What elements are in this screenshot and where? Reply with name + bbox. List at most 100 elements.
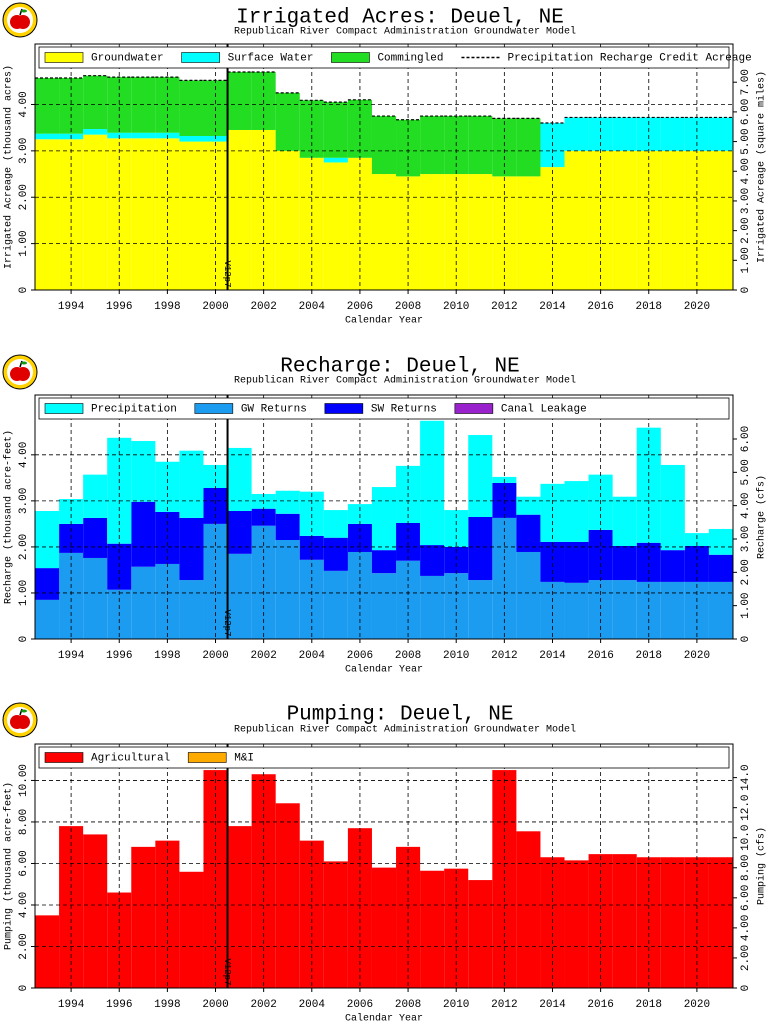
x-tick-label: 1996 (106, 999, 132, 1011)
legend-swatch (324, 403, 364, 414)
y2-tick-label: 2.00 (740, 559, 752, 585)
bar-segment (468, 435, 493, 517)
bar-segment (323, 537, 348, 571)
bar-segment (371, 174, 397, 290)
y2-tick-label: 14.0 (740, 764, 752, 790)
x-tick-label: 2016 (587, 650, 613, 662)
bar-segment (588, 580, 613, 639)
bar-segment (564, 150, 589, 290)
bar-segment (420, 420, 445, 546)
bar-segment (516, 176, 541, 290)
bar-segment (636, 581, 661, 639)
y2-tick-label: 6.00 (740, 426, 752, 452)
bar-segment (468, 580, 493, 639)
y-tick-label: 0 (18, 636, 30, 643)
y2-tick-label: 12.0 (740, 794, 752, 820)
bar-segment (299, 535, 324, 560)
bar-segment (660, 117, 685, 151)
bar-segment (564, 117, 589, 151)
y-tick-label: 2.00 (18, 184, 30, 210)
bar-segment (323, 570, 348, 639)
bar-segment (131, 138, 156, 290)
y2-tick-label: 0 (740, 287, 752, 294)
chart-subtitle: Republican River Compact Administration … (234, 375, 576, 387)
bar-segment (83, 134, 108, 290)
chart-title: Pumping: Deuel, NE (287, 704, 514, 727)
bar-segment (131, 566, 156, 639)
bar-segment (516, 496, 541, 515)
y-axis-label: Recharge (thousand acre-feet) (3, 430, 15, 604)
bar-segment (179, 517, 204, 581)
y-tick-label: 2.00 (18, 534, 30, 560)
y2-tick-label: 4.00 (740, 492, 752, 518)
x-tick-label: 2006 (347, 999, 373, 1011)
bar-segment (35, 568, 60, 600)
bar-segment (660, 581, 685, 639)
x-tick-label: 2016 (587, 301, 613, 313)
bar-segment (660, 550, 685, 582)
legend-label: M&I (234, 752, 254, 764)
legend-swatch (454, 403, 494, 414)
bar-segment (708, 528, 733, 555)
bar-segment (131, 501, 156, 567)
legend-label: Precipitation (91, 403, 177, 415)
bar-segment (468, 174, 493, 290)
x-tick-label: 2018 (636, 999, 662, 1011)
x-tick-label: 2000 (202, 999, 228, 1011)
bar-segment (516, 514, 541, 552)
legend-swatch (44, 752, 84, 763)
bar-segment (540, 581, 565, 639)
x-tick-label: 1998 (154, 999, 180, 1011)
bar-segment (179, 80, 204, 137)
bar-segment (323, 162, 348, 290)
bar-segment (59, 552, 84, 639)
x-tick-label: 2008 (395, 650, 421, 662)
y-tick-label: 0 (18, 287, 30, 294)
bar-segment (323, 510, 348, 538)
y-tick-label: 8.00 (18, 809, 30, 835)
x-tick-label: 2010 (443, 999, 469, 1011)
legend-swatch (194, 403, 234, 414)
bar-segment (179, 450, 204, 518)
chart-subtitle: Republican River Compact Administration … (234, 724, 576, 736)
bar-segment (612, 854, 637, 988)
y2-axis-label: Recharge (cfs) (756, 475, 768, 559)
bar-segment (371, 550, 397, 574)
chart-title: Irrigated Acres: Deuel, NE (236, 7, 564, 30)
x-tick-label: 2012 (491, 301, 517, 313)
legend-label: Commingled (377, 52, 443, 64)
x-tick-label: 2020 (684, 650, 710, 662)
x-tick-label: 2008 (395, 999, 421, 1011)
x-tick-label: 1994 (58, 999, 85, 1011)
x-tick-label: 2002 (250, 999, 276, 1011)
legend-label: Precipitation Recharge Credit Acreage (507, 52, 751, 64)
bar-segment (708, 857, 733, 988)
logo (2, 354, 38, 390)
bar-segment (227, 447, 252, 512)
bar-segment (227, 826, 252, 988)
bar-segment (275, 540, 300, 639)
legend-label: Groundwater (91, 52, 164, 64)
chart-subtitle: Republican River Compact Administration … (234, 26, 576, 38)
y-tick-label: 3.00 (18, 138, 30, 164)
bar-segment (540, 541, 565, 582)
x-tick-label: 2008 (395, 301, 421, 313)
bar-segment (83, 834, 108, 988)
bar-segment (131, 132, 156, 139)
y2-tick-label: 1.00 (740, 592, 752, 618)
bar-segment (708, 581, 733, 639)
x-tick-label: 2018 (636, 650, 662, 662)
legend: Precipitation GW Returns SW Returns Canal L… (38, 397, 730, 420)
y-axis-label: Pumping (thousand acre-feet) (3, 782, 15, 950)
bar-segment (323, 861, 348, 988)
bar-segment (371, 573, 397, 639)
bar-segment (612, 545, 637, 581)
legend-label: GW Returns (241, 403, 307, 415)
bar-segment (227, 511, 252, 554)
y2-tick-label: 2.00 (740, 945, 752, 971)
plot-frame (34, 743, 734, 989)
